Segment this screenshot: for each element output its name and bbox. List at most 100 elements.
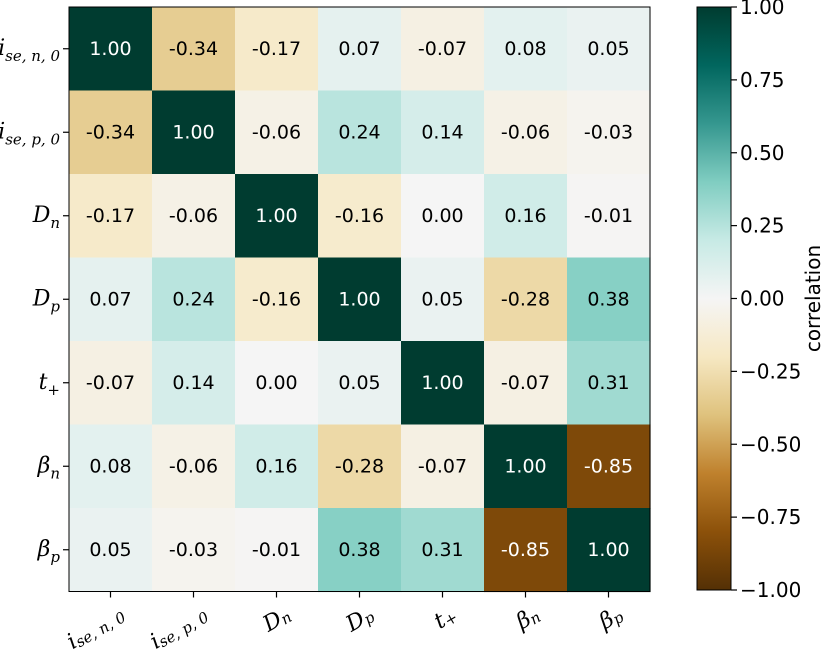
heatmap-cell — [567, 424, 651, 509]
heatmap-cell — [318, 257, 402, 342]
heatmap-cell — [567, 341, 651, 426]
y-tick-label: βn — [37, 453, 60, 482]
cell-value-label: 0.05 — [338, 372, 380, 394]
cell-value-label: -0.07 — [418, 455, 467, 477]
cell-value-label: -0.07 — [86, 372, 135, 394]
heatmap-cell — [484, 90, 568, 175]
heatmap-cell — [152, 424, 236, 509]
cell-value-label: 0.05 — [89, 539, 131, 561]
colorbar-tick-label: −0.75 — [740, 505, 801, 529]
heatmap-cell — [318, 424, 402, 509]
x-tick-label: βn — [511, 602, 544, 635]
colorbar-tick-label: 0.50 — [740, 141, 785, 165]
cell-value-label: 0.05 — [421, 288, 463, 310]
cell-value-label: 0.07 — [89, 288, 131, 310]
cell-value-label: 0.00 — [255, 372, 297, 394]
colorbar-ticks: 1.00 0.75 0.50 0.25 0.00 −0.25 −0.50 −0.75 −1.00 — [731, 0, 801, 602]
heatmap-cell — [401, 424, 485, 509]
heatmap-cell — [567, 7, 651, 92]
heatmap-cell — [401, 90, 485, 175]
cell-value-label: -0.03 — [584, 121, 633, 143]
cell-value-label: -0.06 — [252, 121, 301, 143]
colorbar-tick-label: −1.00 — [740, 578, 801, 602]
cell-value-label: 0.05 — [587, 38, 629, 60]
x-tick-label: Dn — [258, 602, 295, 638]
cell-value-label: -0.07 — [501, 372, 550, 394]
cell-value-label: 1.00 — [338, 288, 380, 310]
heatmap-cell — [318, 174, 402, 259]
cell-value-label: -0.28 — [501, 288, 550, 310]
heatmap-cell — [152, 90, 236, 175]
cell-value-label: 0.38 — [338, 539, 380, 561]
cell-value-label: -0.34 — [169, 38, 218, 60]
y-tick-label: Dn — [32, 203, 60, 232]
cell-value-label: 0.08 — [504, 38, 546, 60]
heatmap-cell — [152, 7, 236, 92]
cell-value-label: 1.00 — [255, 205, 297, 227]
cell-value-label: 0.08 — [89, 455, 131, 477]
y-tick-label: t+ — [39, 370, 60, 399]
heatmap-cell — [69, 508, 153, 593]
heatmap-cell — [69, 7, 153, 92]
cell-value-label: 0.24 — [338, 121, 380, 143]
colorbar-tick-label: −0.50 — [740, 432, 801, 456]
cell-value-label: -0.16 — [252, 288, 301, 310]
heatmap-cell — [69, 257, 153, 342]
heatmap-cell — [401, 508, 485, 593]
cell-value-label: 1.00 — [89, 38, 131, 60]
heatmap-cell — [69, 174, 153, 259]
cell-value-label: -0.85 — [501, 539, 550, 561]
colorbar-tick-label: 0.75 — [740, 68, 785, 92]
heatmap-cell — [152, 174, 236, 259]
y-tick-labels: ise, n, 0 ise, p, 0 Dn Dp t+ βn βp — [0, 36, 69, 566]
cell-value-label: -0.06 — [169, 205, 218, 227]
cell-value-label: 1.00 — [172, 121, 214, 143]
cell-value-label: -0.07 — [418, 38, 467, 60]
heatmap-cell — [484, 508, 568, 593]
cell-value-label: -0.01 — [584, 205, 633, 227]
heatmap-cell — [484, 341, 568, 426]
cell-value-label: 0.31 — [421, 539, 463, 561]
heatmap-cells: 1.00 -0.34 -0.17 0.07 -0.07 0.08 0.05 -0.34 1.00… — [68, 6, 651, 593]
cell-value-label: -0.01 — [252, 539, 301, 561]
colorbar-label: correlation — [801, 245, 825, 352]
heatmap-cell — [567, 508, 651, 593]
colorbar-tick-label: −0.25 — [740, 359, 801, 383]
heatmap-cell — [235, 7, 319, 92]
heatmap-cell — [152, 341, 236, 426]
heatmap-cell — [69, 90, 153, 175]
cell-value-label: -0.28 — [335, 455, 384, 477]
cell-value-label: -0.17 — [252, 38, 301, 60]
heatmap-cell — [318, 341, 402, 426]
heatmap-cell — [318, 90, 402, 175]
colorbar-tick-label: 0.25 — [740, 214, 785, 238]
cell-value-label: -0.16 — [335, 205, 384, 227]
x-tick-label: ise, n, 0 — [63, 602, 130, 655]
heatmap-cell — [484, 174, 568, 259]
cell-value-label: 1.00 — [587, 539, 629, 561]
heatmap-cell — [152, 257, 236, 342]
x-tick-label: t+ — [430, 602, 461, 634]
x-tick-labels: ise, n, 0 ise, p, 0 Dn Dp t+ βn βp — [63, 591, 627, 655]
heatmap-cell — [401, 174, 485, 259]
cell-value-label: 0.24 — [172, 288, 214, 310]
heatmap-cell — [567, 174, 651, 259]
heatmap-cell — [484, 7, 568, 92]
heatmap-cell — [235, 341, 319, 426]
heatmap-cell — [235, 257, 319, 342]
cell-value-label: 0.38 — [587, 288, 629, 310]
cell-value-label: 0.16 — [504, 205, 546, 227]
heatmap-cell — [69, 424, 153, 509]
cell-value-label: 0.14 — [421, 121, 463, 143]
heatmap-cell — [567, 257, 651, 342]
heatmap-cell — [484, 424, 568, 509]
cell-value-label: -0.06 — [169, 455, 218, 477]
x-tick-label: ise, p, 0 — [146, 602, 212, 655]
heatmap-cell — [401, 341, 485, 426]
cell-value-label: 1.00 — [504, 455, 546, 477]
heatmap-cell — [235, 90, 319, 175]
colorbar-tick-label: 0.00 — [740, 287, 785, 311]
cell-value-label: -0.34 — [86, 121, 135, 143]
heatmap-cell — [484, 257, 568, 342]
